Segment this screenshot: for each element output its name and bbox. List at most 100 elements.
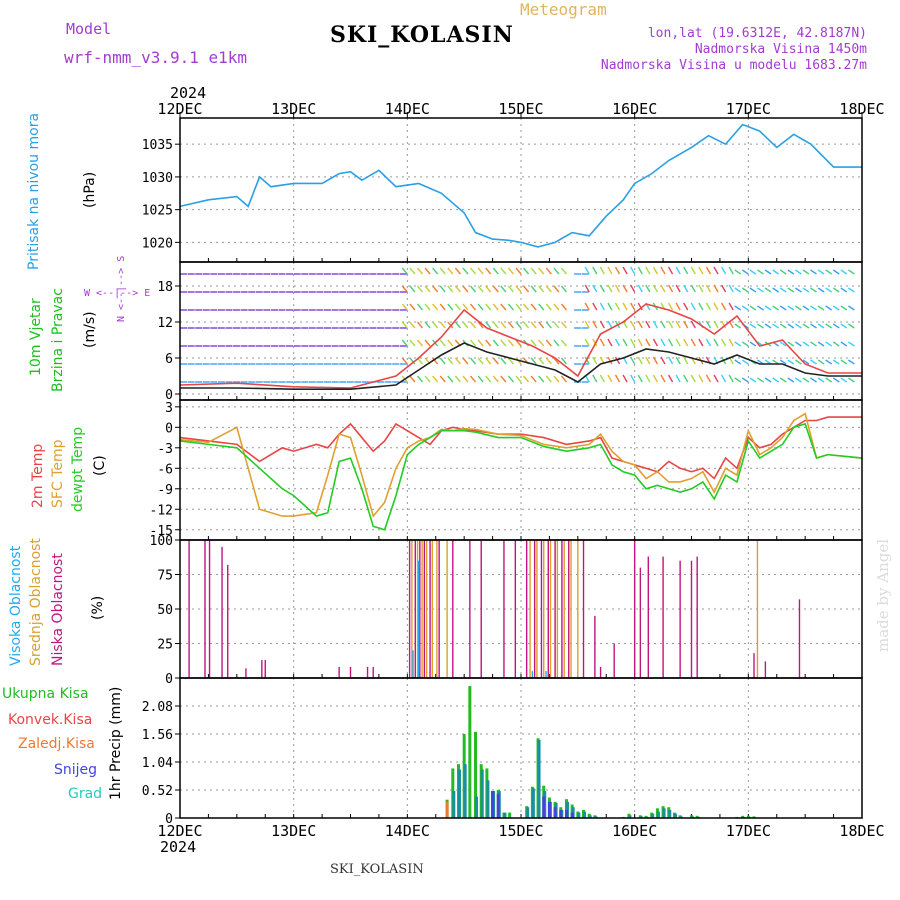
wind-barb (454, 321, 461, 329)
wind-barb (477, 339, 484, 347)
wind-barb (447, 321, 454, 329)
wind-barb (817, 377, 825, 383)
wind-barb (462, 321, 469, 329)
wind-barb (848, 287, 855, 293)
wind-barb (584, 302, 590, 311)
precip-bar (457, 769, 461, 818)
x-date-label-top: 13DEC (271, 100, 316, 118)
wind-barb (705, 302, 712, 311)
wind-barb (840, 377, 848, 383)
wind-barb (614, 338, 621, 347)
y-tick-label: 1.04 (142, 756, 173, 771)
wind-barb (667, 320, 674, 329)
wind-barb (698, 266, 704, 275)
precip-bar (594, 816, 598, 818)
wind-barb (424, 375, 431, 383)
wind-barb (469, 357, 477, 365)
precip-legend-snow: Snijeg (54, 762, 98, 778)
panel-frame (179, 399, 863, 541)
series-line (179, 412, 863, 518)
wind-barb (720, 320, 727, 329)
wind-barb (652, 266, 659, 275)
wind-barb (645, 266, 651, 275)
series-line (179, 123, 862, 248)
wind-barb (584, 284, 590, 293)
wind-barb (500, 285, 507, 293)
wind-barb (848, 305, 855, 311)
x-date-label-bottom: 15DEC (498, 822, 543, 840)
y-tick-label: 18 (157, 280, 173, 295)
wind-barb (825, 377, 833, 383)
x-date-label-bottom: 18DEC (839, 822, 884, 840)
precip-bar (475, 796, 479, 818)
wind-barb (794, 305, 802, 311)
wind-barb (538, 285, 545, 293)
footer-station: SKI_KOLASIN (330, 862, 424, 877)
wind-barb (416, 285, 424, 293)
wind-barb (538, 303, 545, 311)
wind-barb (832, 377, 840, 383)
wind-barb (794, 287, 802, 293)
wind-barb (454, 285, 461, 293)
wind-barb (469, 285, 477, 293)
wind-barb (409, 285, 416, 293)
wind-barb (492, 267, 499, 275)
y-tick-label: 50 (157, 603, 173, 618)
wind-barb (607, 320, 613, 329)
y-tick-label: 0.52 (142, 784, 173, 799)
model-label: Model (66, 20, 112, 38)
wind-barb (492, 321, 499, 329)
y-tick-label: 1030 (142, 171, 173, 186)
x-date-label-bottom: 13DEC (271, 822, 316, 840)
y-tick-label: 1020 (142, 236, 173, 251)
wind-barb (599, 338, 605, 347)
wind-barb (802, 269, 810, 275)
wind-barb (840, 269, 848, 275)
x-date-label-bottom: 14DEC (385, 822, 430, 840)
wind-barb (424, 303, 431, 311)
wind-barb (734, 341, 742, 347)
wind-barb (607, 266, 613, 275)
wind-barb (630, 374, 636, 383)
wind-barb (560, 357, 568, 365)
wind-barb (599, 320, 605, 329)
wind-barb (683, 338, 689, 347)
wind-barb (454, 267, 461, 275)
wind-barb (584, 320, 590, 329)
wind-barb (675, 320, 681, 329)
wind-barb (675, 266, 681, 275)
wind-barb (690, 266, 696, 275)
wind-barb (660, 338, 666, 347)
precip-bar (583, 811, 587, 818)
wind-barb (530, 339, 537, 347)
wind-barb (515, 267, 522, 275)
wind-barb (401, 303, 408, 311)
wind-barb (409, 357, 416, 365)
year-top: 2024 (170, 84, 207, 102)
wind-barb (652, 356, 659, 365)
wind-barb (599, 266, 605, 275)
wind-barb (424, 285, 431, 293)
wind-barb (764, 269, 772, 275)
precip-bar (577, 812, 581, 818)
wind-barb (637, 338, 643, 347)
wind-barb (607, 374, 613, 383)
wind-barb (462, 285, 469, 293)
wind-barb (485, 303, 492, 311)
wind-barb (652, 338, 659, 347)
wind-barb (592, 374, 598, 383)
wind-compass-ew: W <--|--> E (84, 288, 151, 299)
wind-barb (675, 302, 681, 311)
wind-barb (424, 339, 431, 347)
wind-barb (741, 287, 749, 293)
wind-barb (698, 338, 704, 347)
y-tick-label: 0 (165, 812, 173, 827)
wind-barb (683, 284, 689, 293)
wind-barb (675, 356, 681, 365)
wind-barb (683, 266, 689, 275)
wind-barb (492, 375, 499, 383)
wind-barb (515, 303, 522, 311)
wind-barb (741, 359, 749, 365)
wind-barb (720, 302, 727, 311)
wind-barb (416, 267, 424, 275)
